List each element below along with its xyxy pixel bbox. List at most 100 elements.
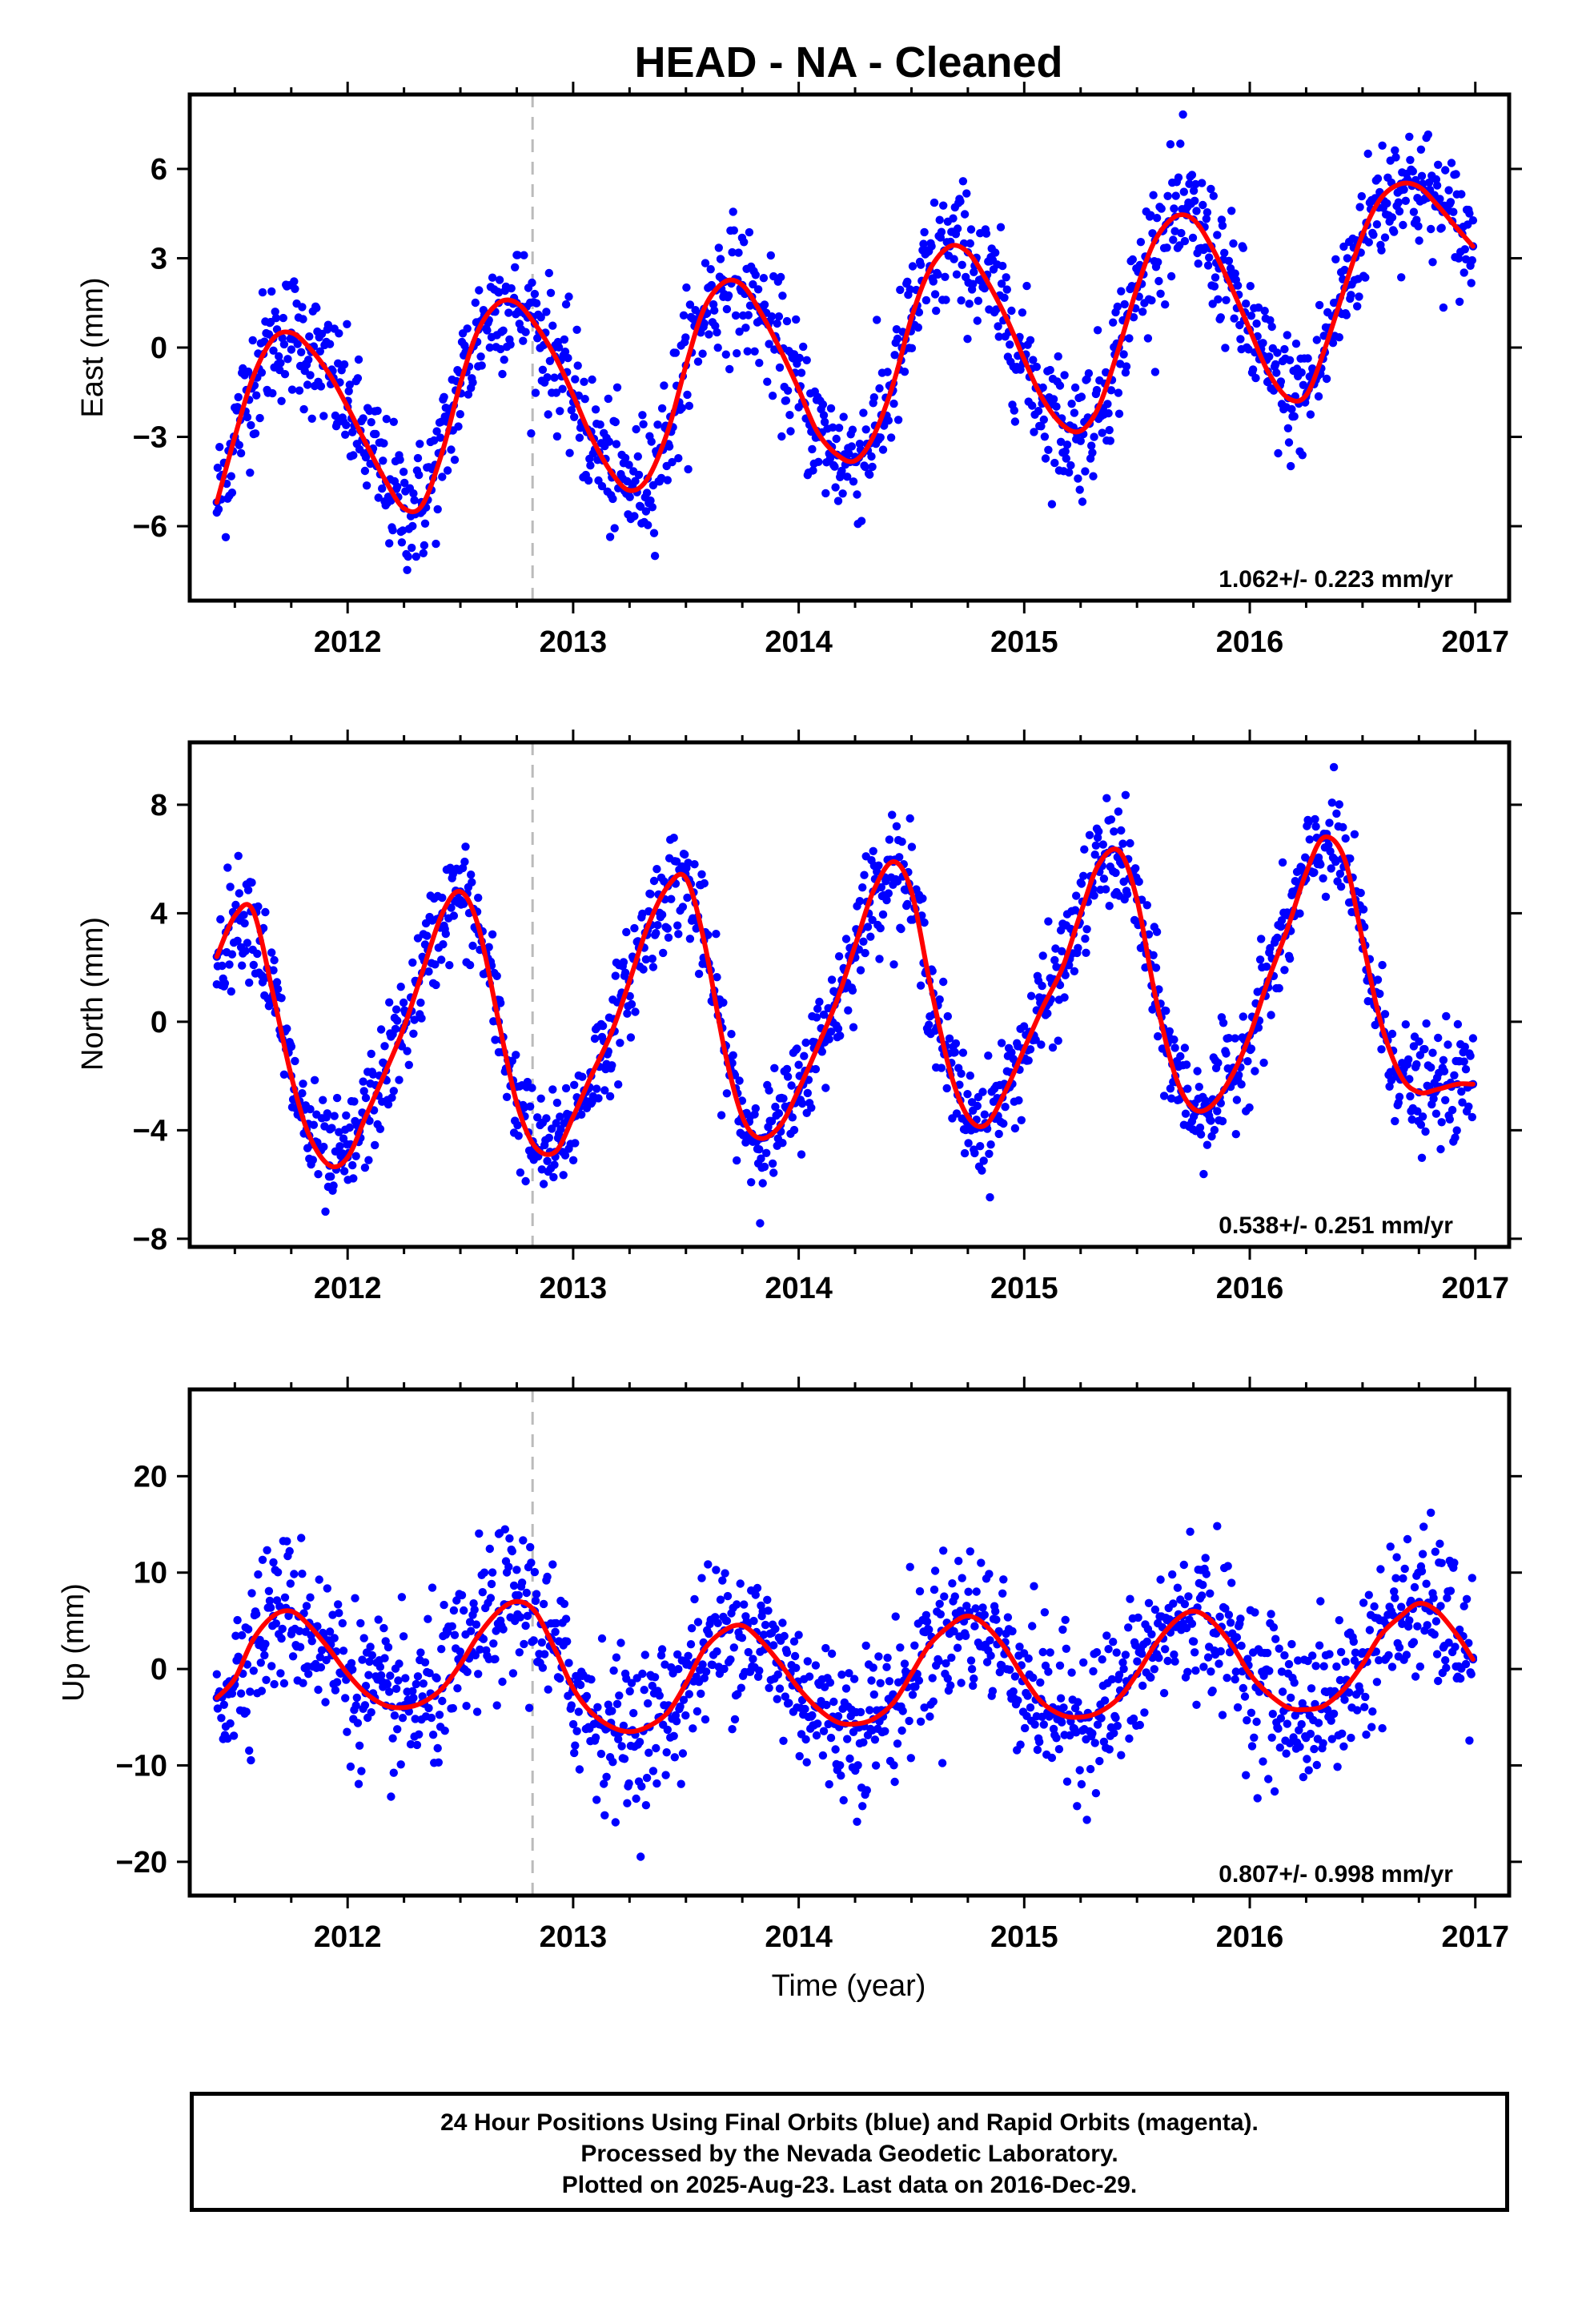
north-position-point [960,1148,970,1158]
east-position-point [1113,302,1122,312]
north-position-point [491,1035,500,1044]
up-position-point [1431,1617,1441,1626]
up-position-point [977,1558,986,1567]
east-position-point [344,387,353,396]
east-position-point [243,367,253,376]
east-position-point [935,215,944,224]
north-position-point [600,1086,609,1095]
up-position-point [925,1625,934,1634]
east-position-point [247,420,255,430]
east-position-point [713,344,722,352]
up-position-point [1038,1647,1047,1657]
north-position-point [1195,1083,1204,1092]
up-position-point [330,1634,339,1642]
east-position-point [913,323,923,332]
north-position-point [897,924,905,934]
east-position-point [1220,248,1229,257]
north-model-fit-line [214,834,1476,1170]
up-position-point [406,1739,416,1749]
up-position-point [1387,1663,1397,1671]
up-position-point [936,1610,946,1619]
east-position-point [646,496,655,505]
up-position-point [352,1693,361,1703]
east-position-point [740,238,749,247]
up-position-point [306,1593,315,1602]
east-position-point [1312,336,1322,344]
north-position-point [1079,871,1088,881]
up-position-point [1247,1708,1256,1717]
north-position-point [403,1047,412,1055]
north-position-point [986,1140,995,1149]
up-position-point [316,1663,326,1672]
up-x-tick-label: 2013 [540,1920,608,1954]
north-position-point [1254,1023,1263,1032]
north-position-point [1251,1067,1259,1076]
north-position-point [1416,1120,1426,1129]
north-position-point [674,930,683,939]
up-position-point [1062,1644,1071,1653]
east-position-point [1098,428,1106,437]
east-position-point [641,507,651,516]
up-position-point [1066,1731,1074,1740]
up-position-point [641,1801,651,1810]
up-position-point [1404,1622,1413,1631]
up-position-point [934,1657,943,1666]
east-position-point [648,503,656,512]
up-position-point [575,1765,584,1774]
east-position-point [859,408,868,417]
east-position-point [560,348,570,356]
east-position-point [1039,415,1049,424]
up-position-point [266,1603,275,1612]
up-position-point [1077,1779,1086,1789]
north-position-point [1350,830,1359,839]
east-position-point [1290,412,1299,421]
east-position-point [235,440,243,449]
up-position-point [401,1674,410,1683]
north-position-point [1285,954,1295,963]
east-position-point [531,388,540,397]
north-position-point [1154,1031,1162,1041]
figure-title: HEAD - NA - Cleaned [634,38,1062,86]
east-position-point [724,291,733,300]
north-position-point [1081,935,1090,943]
up-position-point [602,1772,611,1781]
north-position-point [1461,1065,1471,1074]
east-position-point [1284,438,1294,447]
up-position-point [1276,1714,1286,1723]
up-y-tick-label: −20 [116,1846,167,1880]
up-position-point [465,1618,475,1626]
north-plot-frame [187,740,1512,1249]
east-position-point [644,521,652,529]
north-position-point [577,1110,586,1120]
up-position-point [969,1681,978,1691]
east-position-point [1454,254,1464,263]
east-position-point [668,457,677,467]
up-position-point [1199,1663,1208,1671]
north-position-point [548,1124,556,1133]
east-position-point [554,343,564,352]
up-position-point [869,1663,877,1672]
up-position-point [331,1686,340,1695]
north-position-point [863,923,873,931]
north-position-point [1450,1071,1459,1080]
up-position-point [366,1642,375,1651]
east-position-point [1187,171,1197,179]
east-position-point [1070,408,1079,417]
east-position-point [1115,360,1125,368]
up-position-point [1091,1789,1101,1798]
east-position-point [1399,220,1407,230]
up-position-point [574,1707,583,1716]
north-position-point [465,960,475,970]
up-position-point [673,1650,682,1659]
north-position-point [1085,830,1094,840]
east-position-point [765,340,773,348]
up-position-point [467,1626,476,1635]
up-position-point [761,1620,770,1630]
north-position-point [1329,762,1339,772]
north-position-point [1468,1034,1478,1043]
east-position-point [1117,287,1126,296]
up-position-point [1287,1639,1296,1649]
x-axis-label: Time (year) [772,1969,926,2003]
east-position-point [1387,213,1397,222]
up-position-point [869,1690,879,1699]
